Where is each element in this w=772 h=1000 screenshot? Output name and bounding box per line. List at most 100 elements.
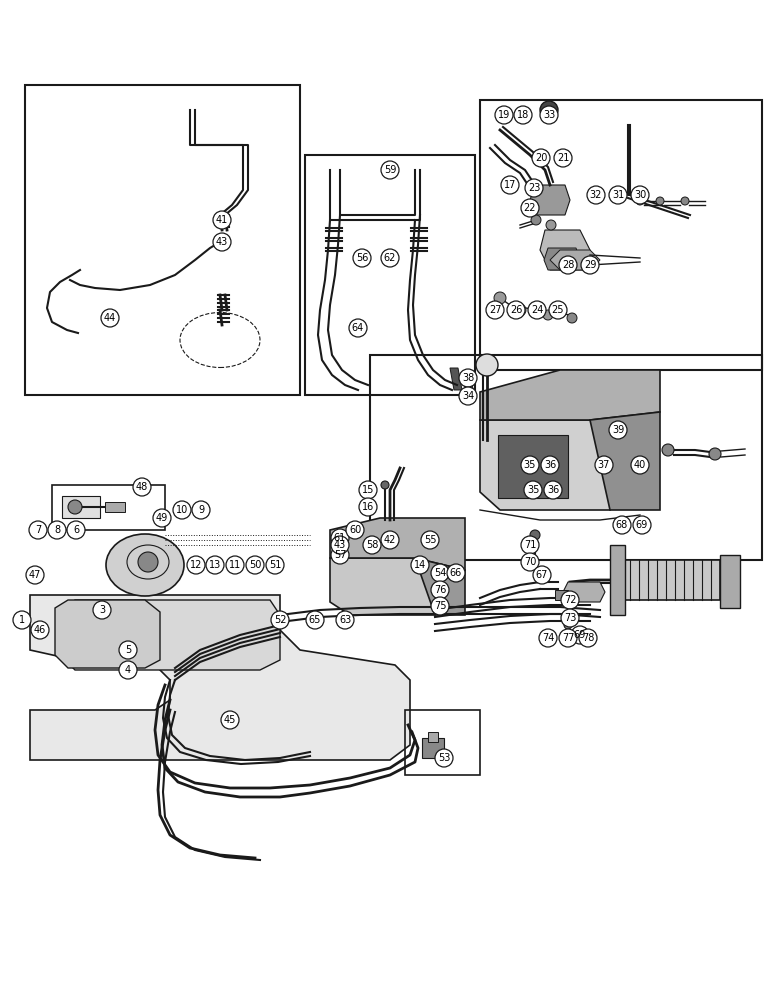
Text: 57: 57	[334, 550, 347, 560]
Text: 22: 22	[523, 203, 537, 213]
Circle shape	[543, 310, 553, 320]
Text: 20: 20	[535, 153, 547, 163]
Polygon shape	[555, 590, 568, 600]
Text: 27: 27	[489, 305, 501, 315]
Text: 33: 33	[543, 110, 555, 120]
Circle shape	[246, 556, 264, 574]
Circle shape	[514, 106, 532, 124]
Circle shape	[226, 556, 244, 574]
Bar	[305, 155, 475, 395]
Text: 50: 50	[249, 560, 261, 570]
Circle shape	[559, 629, 577, 647]
Text: 25: 25	[552, 305, 564, 315]
Text: 11: 11	[229, 560, 241, 570]
Circle shape	[431, 581, 449, 599]
Text: 43: 43	[334, 540, 346, 550]
Circle shape	[459, 387, 477, 405]
Circle shape	[221, 711, 239, 729]
Polygon shape	[55, 600, 160, 668]
Text: 67: 67	[536, 570, 548, 580]
Circle shape	[101, 309, 119, 327]
Text: 3: 3	[99, 605, 105, 615]
Circle shape	[514, 304, 526, 316]
Text: 12: 12	[190, 560, 202, 570]
Text: 44: 44	[104, 313, 116, 323]
Text: 71: 71	[524, 540, 537, 550]
Circle shape	[67, 521, 85, 539]
Polygon shape	[30, 595, 410, 760]
Circle shape	[533, 566, 551, 584]
Text: 35: 35	[527, 485, 539, 495]
Text: 14: 14	[414, 560, 426, 570]
Text: 1: 1	[19, 615, 25, 625]
Circle shape	[29, 521, 47, 539]
Polygon shape	[610, 545, 625, 615]
Circle shape	[656, 197, 664, 205]
Circle shape	[336, 611, 354, 629]
Text: 69: 69	[636, 520, 648, 530]
Circle shape	[206, 556, 224, 574]
Circle shape	[459, 369, 477, 387]
Text: 72: 72	[564, 595, 576, 605]
Text: 24: 24	[531, 305, 543, 315]
Circle shape	[431, 597, 449, 615]
Text: 70: 70	[524, 557, 537, 567]
Circle shape	[564, 621, 572, 629]
Text: 74: 74	[542, 633, 554, 643]
Circle shape	[549, 301, 567, 319]
Text: 54: 54	[434, 568, 446, 578]
Polygon shape	[590, 412, 660, 510]
Text: 63: 63	[339, 615, 351, 625]
Text: 77: 77	[562, 633, 574, 643]
Text: 35: 35	[524, 460, 537, 470]
Text: 76: 76	[434, 585, 446, 595]
Circle shape	[133, 478, 151, 496]
Text: 45: 45	[224, 715, 236, 725]
Text: 46: 46	[34, 625, 46, 635]
Bar	[480, 100, 762, 370]
Circle shape	[540, 101, 558, 119]
Text: 32: 32	[590, 190, 602, 200]
Circle shape	[26, 566, 44, 584]
Circle shape	[494, 292, 506, 304]
Circle shape	[561, 609, 579, 627]
Circle shape	[349, 319, 367, 337]
Circle shape	[381, 531, 399, 549]
Bar	[25, 85, 300, 395]
Circle shape	[48, 521, 66, 539]
Polygon shape	[480, 420, 610, 510]
Circle shape	[561, 591, 579, 609]
Circle shape	[213, 211, 231, 229]
Polygon shape	[330, 558, 435, 615]
Polygon shape	[450, 368, 462, 390]
Circle shape	[359, 481, 377, 499]
Circle shape	[187, 556, 205, 574]
Text: 37: 37	[598, 460, 610, 470]
Text: 7: 7	[35, 525, 41, 535]
Circle shape	[119, 641, 137, 659]
Text: 4: 4	[125, 665, 131, 675]
Circle shape	[539, 629, 557, 647]
Text: 48: 48	[136, 482, 148, 492]
Circle shape	[447, 564, 465, 582]
Text: 15: 15	[362, 485, 374, 495]
Text: 65: 65	[309, 615, 321, 625]
Circle shape	[213, 233, 231, 251]
Circle shape	[532, 149, 550, 167]
Text: 5: 5	[125, 645, 131, 655]
Text: 36: 36	[544, 460, 556, 470]
Text: 29: 29	[584, 260, 596, 270]
Circle shape	[346, 521, 364, 539]
Polygon shape	[550, 250, 600, 270]
Polygon shape	[60, 600, 280, 670]
Circle shape	[495, 106, 513, 124]
Text: 30: 30	[634, 190, 646, 200]
Text: 52: 52	[274, 615, 286, 625]
Circle shape	[521, 456, 539, 474]
Polygon shape	[540, 230, 590, 270]
Circle shape	[521, 199, 539, 217]
Circle shape	[595, 456, 613, 474]
Text: 23: 23	[528, 183, 540, 193]
Circle shape	[381, 161, 399, 179]
Circle shape	[13, 611, 31, 629]
